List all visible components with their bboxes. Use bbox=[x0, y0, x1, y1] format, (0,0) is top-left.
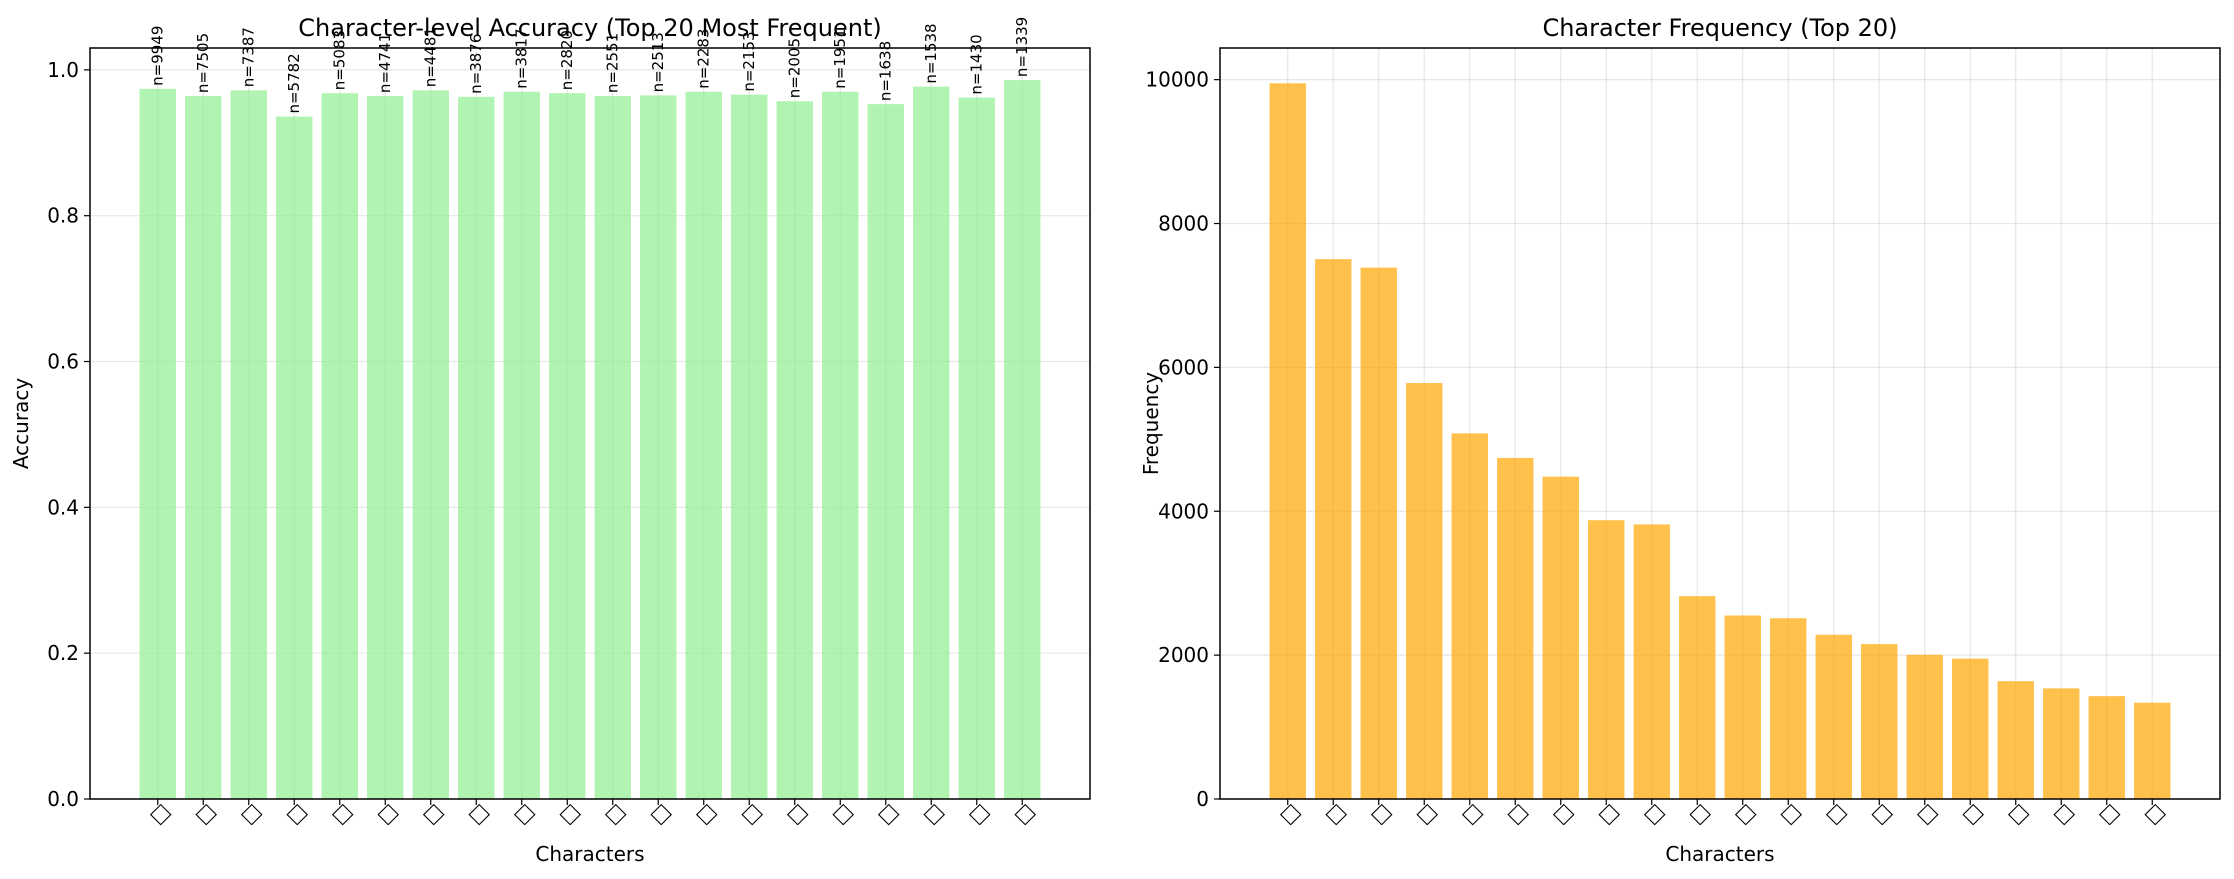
accuracy-bar bbox=[276, 116, 313, 800]
accuracy-y-tick-label: 0.8 bbox=[47, 204, 79, 228]
frequency-bar bbox=[1633, 524, 1670, 799]
frequency-x-axis-label: Characters bbox=[1665, 842, 1774, 866]
frequency-y-tick-label: 8000 bbox=[1158, 212, 1209, 236]
frequency-bar bbox=[1952, 658, 1989, 799]
accuracy-bar bbox=[958, 97, 995, 800]
accuracy-data-label: n=2820 bbox=[558, 30, 576, 90]
accuracy-data-label: n=7505 bbox=[194, 33, 212, 93]
accuracy-y-tick-label: 1.0 bbox=[47, 58, 79, 82]
accuracy-y-tick-label: 0.6 bbox=[47, 350, 79, 374]
accuracy-bar bbox=[776, 101, 813, 800]
accuracy-data-label: n=5782 bbox=[285, 53, 303, 113]
accuracy-y-tick-label: 0.4 bbox=[47, 495, 79, 519]
accuracy-bar bbox=[139, 88, 176, 800]
accuracy-x-axis-label: Characters bbox=[535, 842, 644, 866]
frequency-bar bbox=[1861, 644, 1898, 799]
frequency-bar bbox=[1724, 615, 1761, 799]
frequency-y-axis-label: Frequency bbox=[1139, 372, 1163, 475]
frequency-y-ticks: 0 2000 4000 6000 8000 10000 bbox=[1145, 68, 1220, 811]
accuracy-data-label: n=1951 bbox=[831, 28, 849, 88]
accuracy-bar bbox=[412, 90, 449, 800]
accuracy-bar bbox=[685, 91, 722, 800]
frequency-bar bbox=[1997, 681, 2034, 799]
frequency-bar bbox=[1497, 457, 1534, 799]
accuracy-data-label: n=1638 bbox=[877, 41, 895, 101]
frequency-bar bbox=[1406, 383, 1443, 799]
accuracy-y-ticks: 0.0 0.2 0.4 0.6 0.8 1.0 bbox=[47, 58, 90, 811]
frequency-bar bbox=[2088, 696, 2125, 799]
accuracy-bar bbox=[549, 93, 586, 800]
accuracy-y-tick-label: 0.2 bbox=[47, 641, 79, 665]
frequency-y-tick-label: 6000 bbox=[1158, 355, 1209, 379]
accuracy-bar bbox=[321, 93, 358, 800]
accuracy-data-label: n=2005 bbox=[786, 38, 804, 98]
accuracy-data-label: n=5083 bbox=[331, 30, 349, 90]
accuracy-data-label: n=3817 bbox=[513, 28, 531, 88]
accuracy-data-label: n=2283 bbox=[695, 28, 713, 88]
accuracy-data-label: n=1538 bbox=[922, 23, 940, 83]
accuracy-data-label: n=1430 bbox=[968, 34, 986, 94]
frequency-y-tick-label: 2000 bbox=[1158, 643, 1209, 667]
accuracy-bar bbox=[1004, 80, 1041, 800]
frequency-bar bbox=[1815, 634, 1852, 799]
accuracy-bar bbox=[640, 95, 677, 800]
frequency-bar bbox=[1906, 654, 1943, 799]
accuracy-bars bbox=[139, 80, 1041, 800]
accuracy-bar bbox=[913, 86, 950, 800]
accuracy-data-label: n=3876 bbox=[467, 34, 485, 94]
accuracy-chart: Character-level Accuracy (Top 20 Most Fr… bbox=[9, 14, 1091, 866]
accuracy-data-label: n=7387 bbox=[240, 27, 258, 87]
frequency-bar bbox=[1588, 520, 1625, 799]
accuracy-bar bbox=[594, 96, 631, 800]
frequency-y-tick-label: 10000 bbox=[1145, 68, 1209, 92]
frequency-bar bbox=[1451, 433, 1488, 799]
frequency-bar bbox=[1542, 476, 1579, 799]
frequency-bars bbox=[1269, 83, 2171, 800]
accuracy-bar bbox=[185, 96, 222, 800]
accuracy-bar bbox=[458, 96, 495, 800]
frequency-chart-title: Character Frequency (Top 20) bbox=[1542, 14, 1897, 42]
frequency-bar bbox=[1315, 259, 1352, 799]
accuracy-data-label: n=2513 bbox=[649, 32, 667, 92]
frequency-y-tick-label: 0 bbox=[1196, 787, 1209, 811]
accuracy-bar bbox=[367, 96, 404, 800]
accuracy-chart-title: Character-level Accuracy (Top 20 Most Fr… bbox=[298, 14, 881, 42]
accuracy-bar bbox=[867, 104, 904, 800]
accuracy-data-label: n=2551 bbox=[604, 33, 622, 93]
frequency-bar bbox=[1770, 618, 1807, 799]
accuracy-bar bbox=[822, 91, 859, 800]
frequency-y-tick-label: 4000 bbox=[1158, 499, 1209, 523]
accuracy-bar bbox=[230, 90, 267, 800]
accuracy-data-label: n=9949 bbox=[149, 26, 167, 86]
accuracy-data-label: n=2153 bbox=[740, 31, 758, 91]
accuracy-axes-frame bbox=[89, 47, 1091, 800]
frequency-axes-frame bbox=[1219, 47, 2221, 800]
accuracy-data-label: n=1339 bbox=[1013, 17, 1031, 77]
frequency-bar bbox=[1360, 267, 1397, 799]
accuracy-y-axis-label: Accuracy bbox=[9, 378, 33, 469]
frequency-grid bbox=[1220, 48, 2220, 800]
accuracy-y-tick-label: 0.0 bbox=[47, 787, 79, 811]
accuracy-data-label: n=4741 bbox=[376, 33, 394, 93]
accuracy-bar bbox=[503, 91, 540, 800]
accuracy-bar bbox=[731, 94, 768, 800]
frequency-bar bbox=[1269, 83, 1306, 800]
frequency-bar bbox=[2043, 688, 2080, 799]
frequency-bar bbox=[1679, 596, 1716, 799]
accuracy-data-label: n=4481 bbox=[422, 27, 440, 87]
frequency-bar bbox=[2134, 702, 2171, 799]
